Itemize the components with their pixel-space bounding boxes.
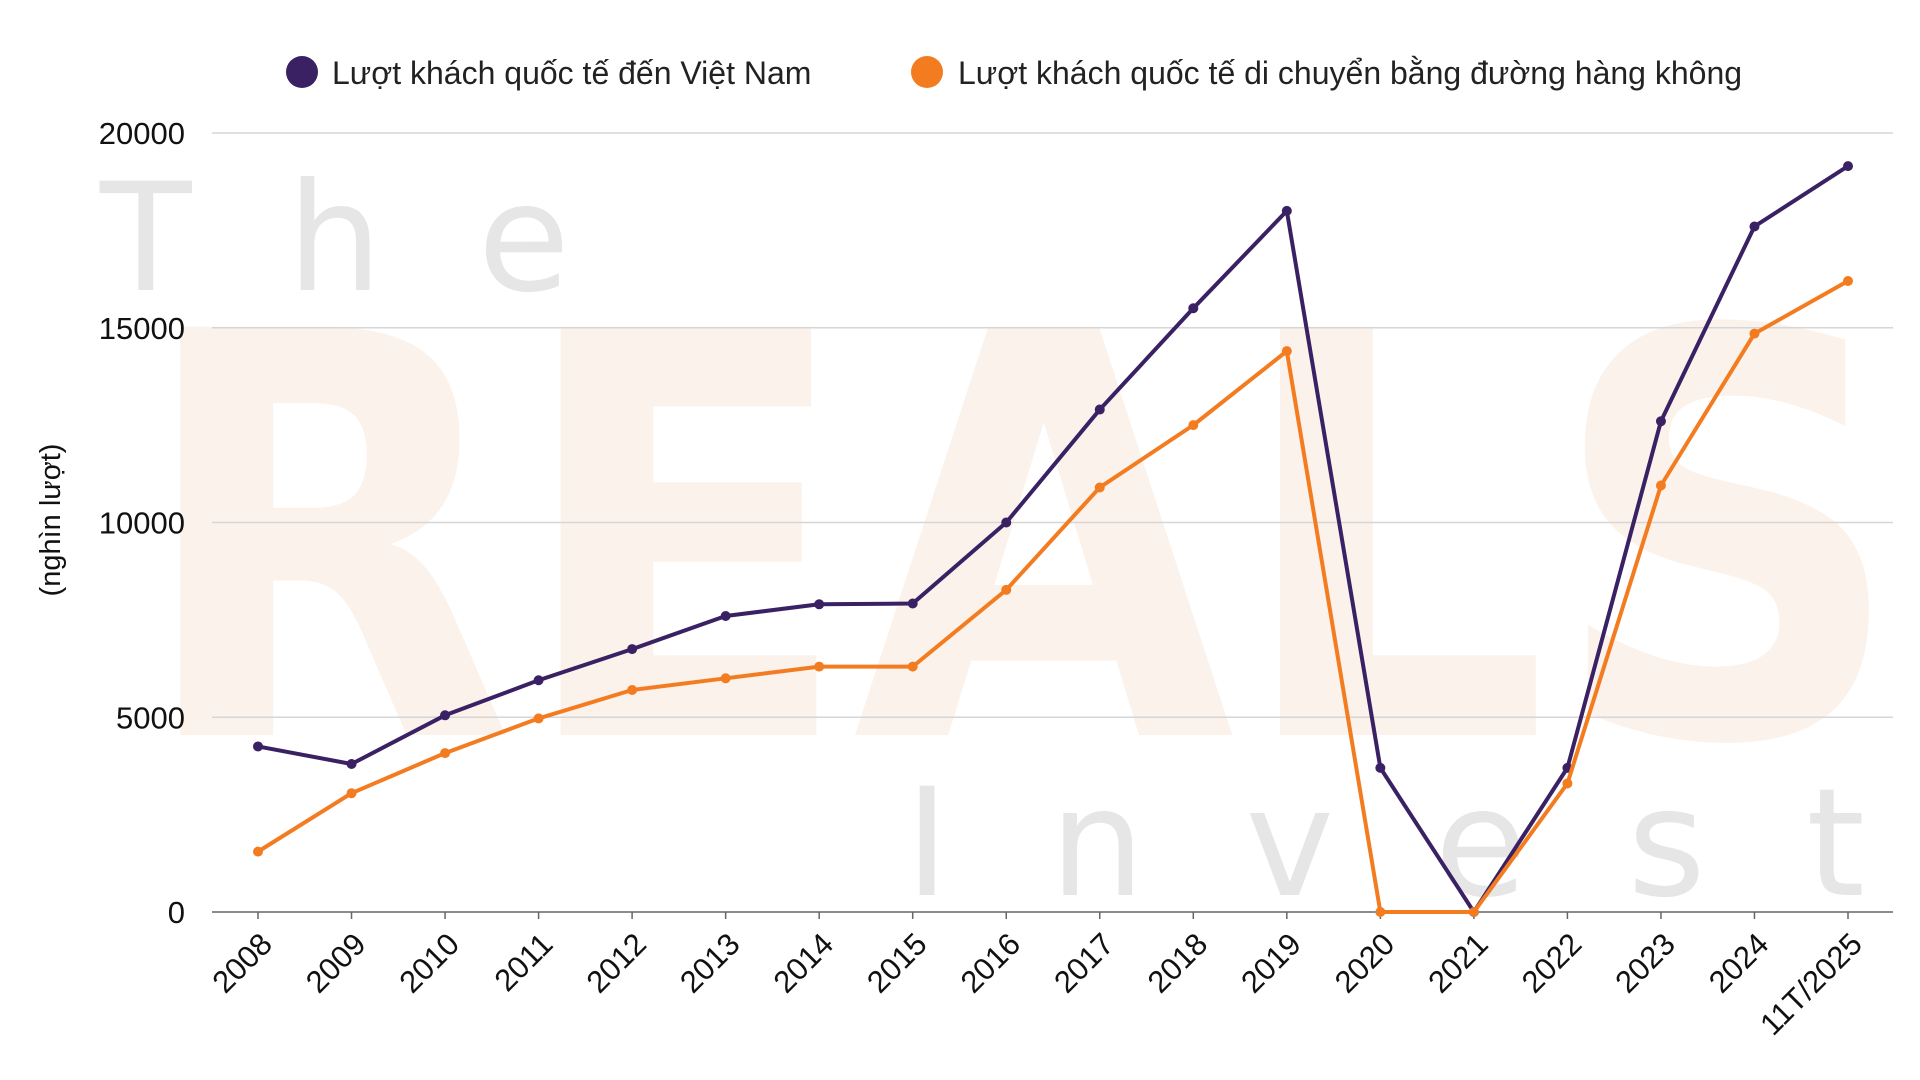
data-point-series-2-2020	[1375, 907, 1386, 917]
data-point-series-1-2012	[627, 644, 638, 655]
x-tick-label-2019: 2019	[1234, 926, 1308, 1000]
x-tick-label-11T/2025: 11T/2025	[1753, 926, 1869, 1042]
y-tick-label-10000: 10000	[99, 506, 185, 541]
watermark-top-text: The	[99, 152, 570, 326]
data-point-series-1-2014	[814, 599, 825, 610]
x-tick-label-2014: 2014	[767, 926, 841, 1000]
data-point-series-2-2015	[907, 661, 918, 672]
legend-marker-series-1	[286, 56, 318, 88]
series-layer	[253, 161, 1853, 917]
data-point-series-1-2015	[907, 598, 918, 609]
legend: Lượt khách quốc tế đến Việt Nam Lượt khá…	[286, 55, 1742, 91]
x-tick-label-2016: 2016	[954, 926, 1028, 1000]
legend-label-series-2: Lượt khách quốc tế di chuyển bằng đường …	[958, 55, 1742, 91]
data-point-series-1-2010	[440, 710, 451, 721]
data-point-series-1-2017	[1094, 404, 1105, 415]
y-axis-tick-labels: 0 5000 10000 15000 20000	[99, 116, 185, 930]
data-point-series-2-2017	[1094, 482, 1105, 493]
data-point-series-2-2024	[1749, 328, 1760, 339]
x-tick-label-2013: 2013	[673, 926, 747, 1000]
data-point-series-2-2022	[1562, 778, 1573, 789]
x-tick-label-2011: 2011	[488, 926, 560, 998]
data-point-series-2-2011	[533, 713, 544, 724]
data-point-series-2-2016	[1001, 584, 1012, 595]
data-point-series-2-2008	[253, 846, 263, 857]
data-point-series-2-2019	[1281, 346, 1292, 357]
legend-label-series-1: Lượt khách quốc tế đến Việt Nam	[332, 55, 811, 91]
x-tick-label-2009: 2009	[299, 926, 373, 1000]
data-point-series-1-2023	[1655, 416, 1666, 427]
legend-marker-series-2	[911, 56, 943, 88]
x-tick-label-2008: 2008	[205, 926, 279, 1000]
x-tick-label-2018: 2018	[1141, 926, 1215, 1000]
data-point-series-1-2024	[1749, 221, 1760, 232]
data-point-series-1-2011	[533, 675, 544, 686]
y-tick-label-0: 0	[168, 895, 185, 930]
x-tick-label-2017: 2017	[1047, 926, 1121, 1000]
watermark: REALS The Invest	[99, 152, 1905, 931]
x-tick-label-2015: 2015	[860, 926, 934, 1000]
series-line-2	[256, 279, 1850, 914]
x-tick-label-2023: 2023	[1608, 926, 1682, 1000]
data-point-series-1-2019	[1281, 205, 1292, 216]
data-point-series-2-2018	[1188, 420, 1199, 431]
x-tick-label-2021: 2021	[1421, 926, 1495, 1000]
data-point-series-2-2012	[627, 684, 638, 695]
data-point-series-1-2018	[1188, 303, 1199, 314]
y-axis-title: (nghìn lượt)	[35, 444, 67, 597]
data-point-series-1-2013	[720, 610, 731, 621]
x-tick-label-2020: 2020	[1328, 926, 1402, 1000]
data-point-series-2-2021	[1468, 907, 1479, 917]
data-point-series-1-2016	[1001, 517, 1012, 528]
data-point-series-2-2014	[814, 661, 825, 672]
data-point-series-2-2013	[720, 673, 731, 684]
x-tick-label-2024: 2024	[1702, 926, 1776, 1000]
data-point-series-1-2020	[1375, 762, 1386, 773]
y-tick-label-15000: 15000	[99, 311, 185, 346]
x-tick-label-2022: 2022	[1515, 926, 1589, 1000]
gridlines	[212, 132, 1893, 718]
data-point-series-1-2008	[253, 741, 263, 752]
y-tick-label-5000: 5000	[116, 700, 185, 735]
data-point-series-2-2009	[346, 788, 357, 799]
x-tick-label-2012: 2012	[580, 926, 654, 1000]
data-point-series-1-11T/2025	[1843, 161, 1853, 172]
data-point-series-2-11T/2025	[1843, 276, 1853, 287]
x-tick-label-2010: 2010	[392, 926, 466, 1000]
data-point-series-2-2023	[1655, 480, 1666, 491]
data-point-series-2-2010	[440, 748, 451, 759]
y-tick-label-20000: 20000	[99, 116, 185, 151]
data-point-series-1-2009	[346, 758, 357, 769]
series-line-1	[256, 164, 1850, 914]
x-axis-tick-labels: 2008 2009 2010 2011 2012 2013 2014 2015 2016 2017…	[205, 912, 1869, 1042]
